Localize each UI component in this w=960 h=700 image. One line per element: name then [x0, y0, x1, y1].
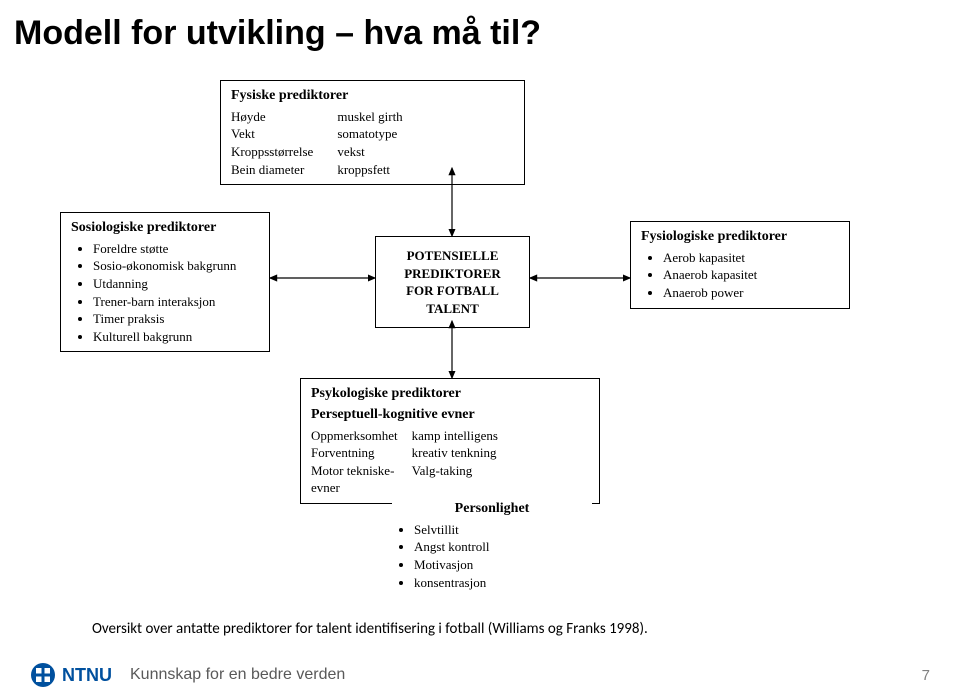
- center-line: FOR FOTBALL: [390, 282, 515, 300]
- fysiske-left-2: Kroppsstørrelse: [231, 143, 313, 161]
- fysiske-right-2: vekst: [337, 143, 402, 161]
- list-item: Foreldre støtte: [93, 240, 259, 258]
- psyk-right-0: kamp intelligens: [412, 427, 498, 445]
- page-title: Modell for utvikling – hva må til?: [0, 0, 960, 53]
- list-item: Motivasjon: [414, 556, 592, 574]
- box-pers: Personlighet Selvtillit Angst kontroll M…: [392, 500, 592, 591]
- fysiske-left-0: Høyde: [231, 108, 313, 126]
- fysiske-left-3: Bein diameter: [231, 161, 313, 179]
- list-item: Sosio-økonomisk bakgrunn: [93, 257, 259, 275]
- ntnu-logo: NTNU: [30, 662, 112, 688]
- pers-title: Personlighet: [392, 500, 592, 519]
- psyk-left-1: Forventning: [311, 444, 398, 462]
- list-item: Selvtillit: [414, 521, 592, 539]
- list-item: konsentrasjon: [414, 574, 592, 592]
- fysiske-right-1: somatotype: [337, 125, 402, 143]
- box-sosio: Sosiologiske prediktorer Foreldre støtte…: [60, 212, 270, 352]
- box-psyk: Psykologiske prediktorer Perseptuell-kog…: [300, 378, 600, 504]
- center-line: TALENT: [390, 300, 515, 318]
- fysiske-left-1: Vekt: [231, 125, 313, 143]
- page-number: 7: [922, 667, 930, 684]
- center-line: PREDIKTORER: [390, 265, 515, 283]
- list-item: Timer praksis: [93, 310, 259, 328]
- list-item: Anaerob power: [663, 284, 839, 302]
- fysiske-right-3: kroppsfett: [337, 161, 402, 179]
- psyk-left-2: Motor tekniske-: [311, 462, 398, 480]
- slogan: Kunnskap for en bedre verden: [130, 666, 345, 684]
- ntnu-logo-icon: [30, 662, 56, 688]
- list-item: Kulturell bakgrunn: [93, 328, 259, 346]
- fysiske-title: Fysiske prediktorer: [231, 87, 514, 106]
- box-fysio: Fysiologiske prediktorer Aerob kapasitet…: [630, 221, 850, 309]
- footer: NTNU Kunnskap for en bedre verden 7: [30, 662, 930, 688]
- sosio-title: Sosiologiske prediktorer: [71, 219, 259, 238]
- fysio-title: Fysiologiske prediktorer: [641, 228, 839, 247]
- psyk-subtitle: Perseptuell-kognitive evner: [311, 406, 589, 425]
- box-fysiske: Fysiske prediktorer Høyde Vekt Kroppsstø…: [220, 80, 525, 185]
- psyk-left-0: Oppmerksomhet: [311, 427, 398, 445]
- psyk-left-3: evner: [311, 479, 398, 497]
- list-item: Angst kontroll: [414, 538, 592, 556]
- list-item: Trener-barn interaksjon: [93, 293, 259, 311]
- list-item: Aerob kapasitet: [663, 249, 839, 267]
- box-center: POTENSIELLE PREDIKTORER FOR FOTBALL TALE…: [375, 236, 530, 328]
- center-line: POTENSIELLE: [390, 247, 515, 265]
- psyk-title: Psykologiske prediktorer: [311, 385, 589, 404]
- caption: Oversikt over antatte prediktorer for ta…: [92, 620, 648, 638]
- psyk-right-2: Valg-taking: [412, 462, 498, 480]
- fysiske-right-0: muskel girth: [337, 108, 402, 126]
- psyk-right-1: kreativ tenkning: [412, 444, 498, 462]
- ntnu-logo-text: NTNU: [62, 665, 112, 686]
- list-item: Utdanning: [93, 275, 259, 293]
- list-item: Anaerob kapasitet: [663, 266, 839, 284]
